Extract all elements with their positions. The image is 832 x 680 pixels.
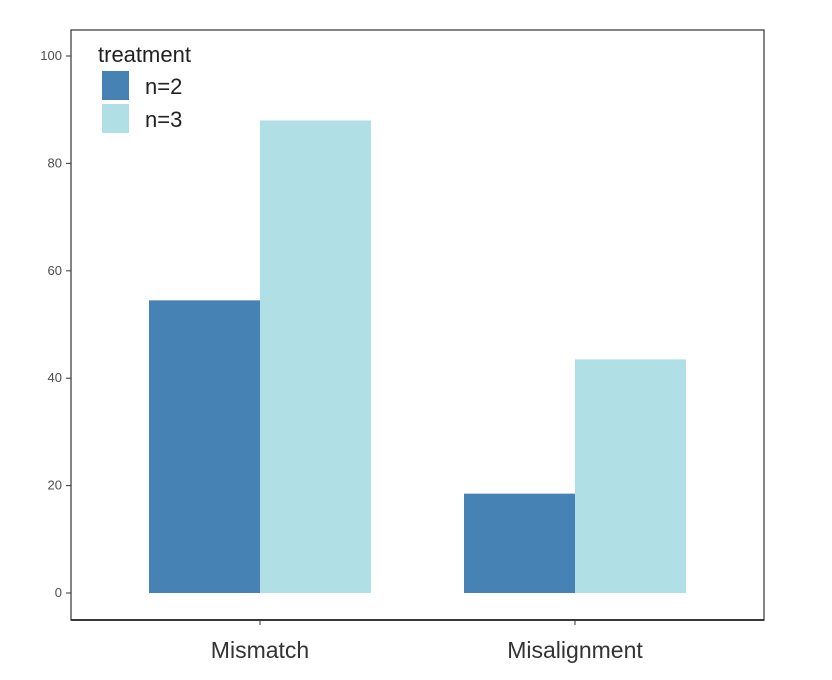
bar-misalignment-n2 [464,493,575,593]
y-tick-label: 40 [48,370,62,385]
y-tick-label: 60 [48,263,62,278]
legend: treatment n=2 n=3 [98,42,191,133]
x-tick-label-misalignment: Misalignment [507,637,643,663]
bar-mismatch-n2 [149,300,260,593]
y-tick-label: 100 [40,48,62,63]
legend-title: treatment [98,42,191,67]
x-axis: Mismatch Misalignment [71,619,764,663]
y-axis: 0 20 40 60 80 100 [40,48,71,600]
bar-mismatch-n3 [260,120,371,593]
y-tick-label: 0 [55,585,62,600]
legend-key-n2 [102,71,129,100]
y-tick-label: 80 [48,155,62,170]
x-tick-label-mismatch: Mismatch [211,637,309,663]
bars-group [149,120,686,593]
legend-label-n2: n=2 [145,74,182,99]
y-tick-label: 20 [48,478,62,493]
legend-key-n3 [102,104,129,133]
bar-misalignment-n3 [575,359,686,593]
legend-label-n3: n=3 [145,107,182,132]
